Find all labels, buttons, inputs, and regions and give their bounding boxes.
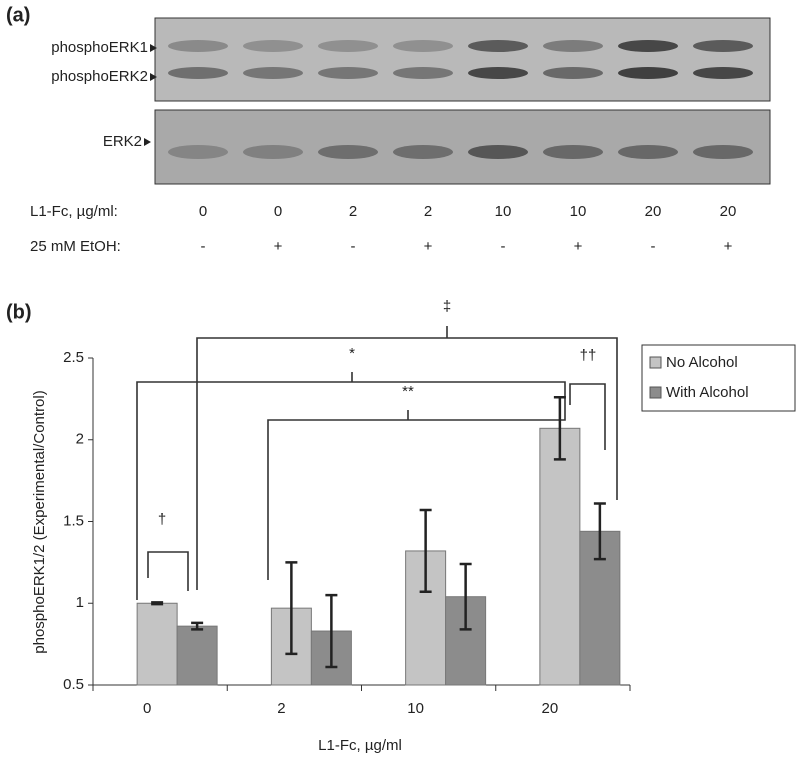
blot-band — [468, 40, 528, 52]
blot-band — [693, 67, 753, 79]
blot-band — [318, 67, 378, 79]
bar — [579, 530, 621, 686]
lane-ethanol: - — [651, 238, 656, 255]
lane-dose: 10 — [570, 203, 587, 220]
blot-band — [168, 67, 228, 79]
y-tick-label: 2 — [76, 431, 84, 448]
blot-band — [393, 67, 453, 79]
lane-dose: 20 — [720, 203, 737, 220]
blot-frame — [154, 109, 771, 185]
x-tick-label: 10 — [407, 700, 424, 717]
lane-dose: 2 — [424, 203, 432, 220]
annotation: †† — [580, 347, 597, 364]
bracket — [267, 403, 566, 580]
row-label: L1-Fc, µg/ml: — [30, 203, 118, 220]
lane-dose: 0 — [199, 203, 207, 220]
lane-ethanol: + — [724, 238, 733, 255]
x-tick-label: 0 — [143, 700, 151, 717]
y-tick-label: 0.5 — [63, 676, 84, 693]
error-bar — [191, 621, 204, 631]
bar — [539, 427, 581, 686]
blot — [154, 17, 771, 185]
blot-band — [693, 40, 753, 52]
bracket — [136, 372, 566, 600]
blot-band — [393, 40, 453, 52]
blot-band — [243, 145, 303, 159]
lane-ethanol: - — [351, 238, 356, 255]
blot-frame — [154, 17, 771, 102]
lane-ethanol: + — [274, 238, 283, 255]
blot-band — [393, 145, 453, 159]
bar — [176, 625, 218, 686]
annotation: † — [158, 511, 166, 528]
band-label: phosphoERK1 — [51, 39, 148, 56]
blot-band — [618, 145, 678, 159]
blot-band — [468, 145, 528, 159]
x-tick-label: 2 — [277, 700, 285, 717]
lane-ethanol: - — [201, 238, 206, 255]
error-bar — [151, 601, 164, 606]
legend-box — [641, 344, 796, 412]
blot-band — [543, 67, 603, 79]
error-bar — [553, 395, 566, 461]
blot-band — [243, 67, 303, 79]
legend-swatch — [649, 356, 662, 369]
blot-band — [168, 145, 228, 159]
blot-band — [318, 40, 378, 52]
y-tick-label: 1.5 — [63, 512, 84, 529]
blot-band — [543, 40, 603, 52]
blot-band — [243, 40, 303, 52]
blot-band — [318, 145, 378, 159]
legend-label: With Alcohol — [666, 384, 749, 401]
error-bar — [285, 561, 298, 656]
blot-band — [168, 40, 228, 52]
panel-label: (a) — [6, 4, 30, 26]
error-bar — [325, 593, 338, 669]
annotation: ‡ — [443, 298, 451, 315]
y-axis-label: phosphoERK1/2 (Experimental/Control) — [31, 390, 48, 653]
lane-ethanol: - — [501, 238, 506, 255]
bracket — [196, 326, 618, 590]
error-bar — [419, 508, 432, 594]
annotation: ** — [402, 383, 414, 400]
error-bar — [459, 562, 472, 631]
lane-dose: 20 — [645, 203, 662, 220]
bracket — [147, 551, 189, 591]
blot-band — [468, 67, 528, 79]
y-tick-label: 2.5 — [63, 349, 84, 366]
panel-label: (b) — [6, 301, 32, 323]
lane-dose: 0 — [274, 203, 282, 220]
lane-dose: 2 — [349, 203, 357, 220]
blot-band — [618, 67, 678, 79]
error-bar — [593, 502, 606, 561]
x-tick-label: 20 — [542, 700, 559, 717]
blot-band — [618, 40, 678, 52]
y-tick-label: 1 — [76, 594, 84, 611]
row-label: 25 mM EtOH: — [30, 238, 121, 255]
lane-ethanol: + — [424, 238, 433, 255]
bar — [136, 602, 178, 686]
lane-dose: 10 — [495, 203, 512, 220]
legend-label: No Alcohol — [666, 354, 738, 371]
band-label: phosphoERK2 — [51, 68, 148, 85]
bracket — [569, 383, 606, 450]
x-axis-label: L1-Fc, µg/ml — [318, 737, 402, 754]
blot-band — [543, 145, 603, 159]
band-label: ERK2 — [103, 133, 142, 150]
lane-ethanol: + — [574, 238, 583, 255]
annotation: * — [349, 345, 355, 362]
blot-band — [693, 145, 753, 159]
legend-swatch — [649, 386, 662, 399]
